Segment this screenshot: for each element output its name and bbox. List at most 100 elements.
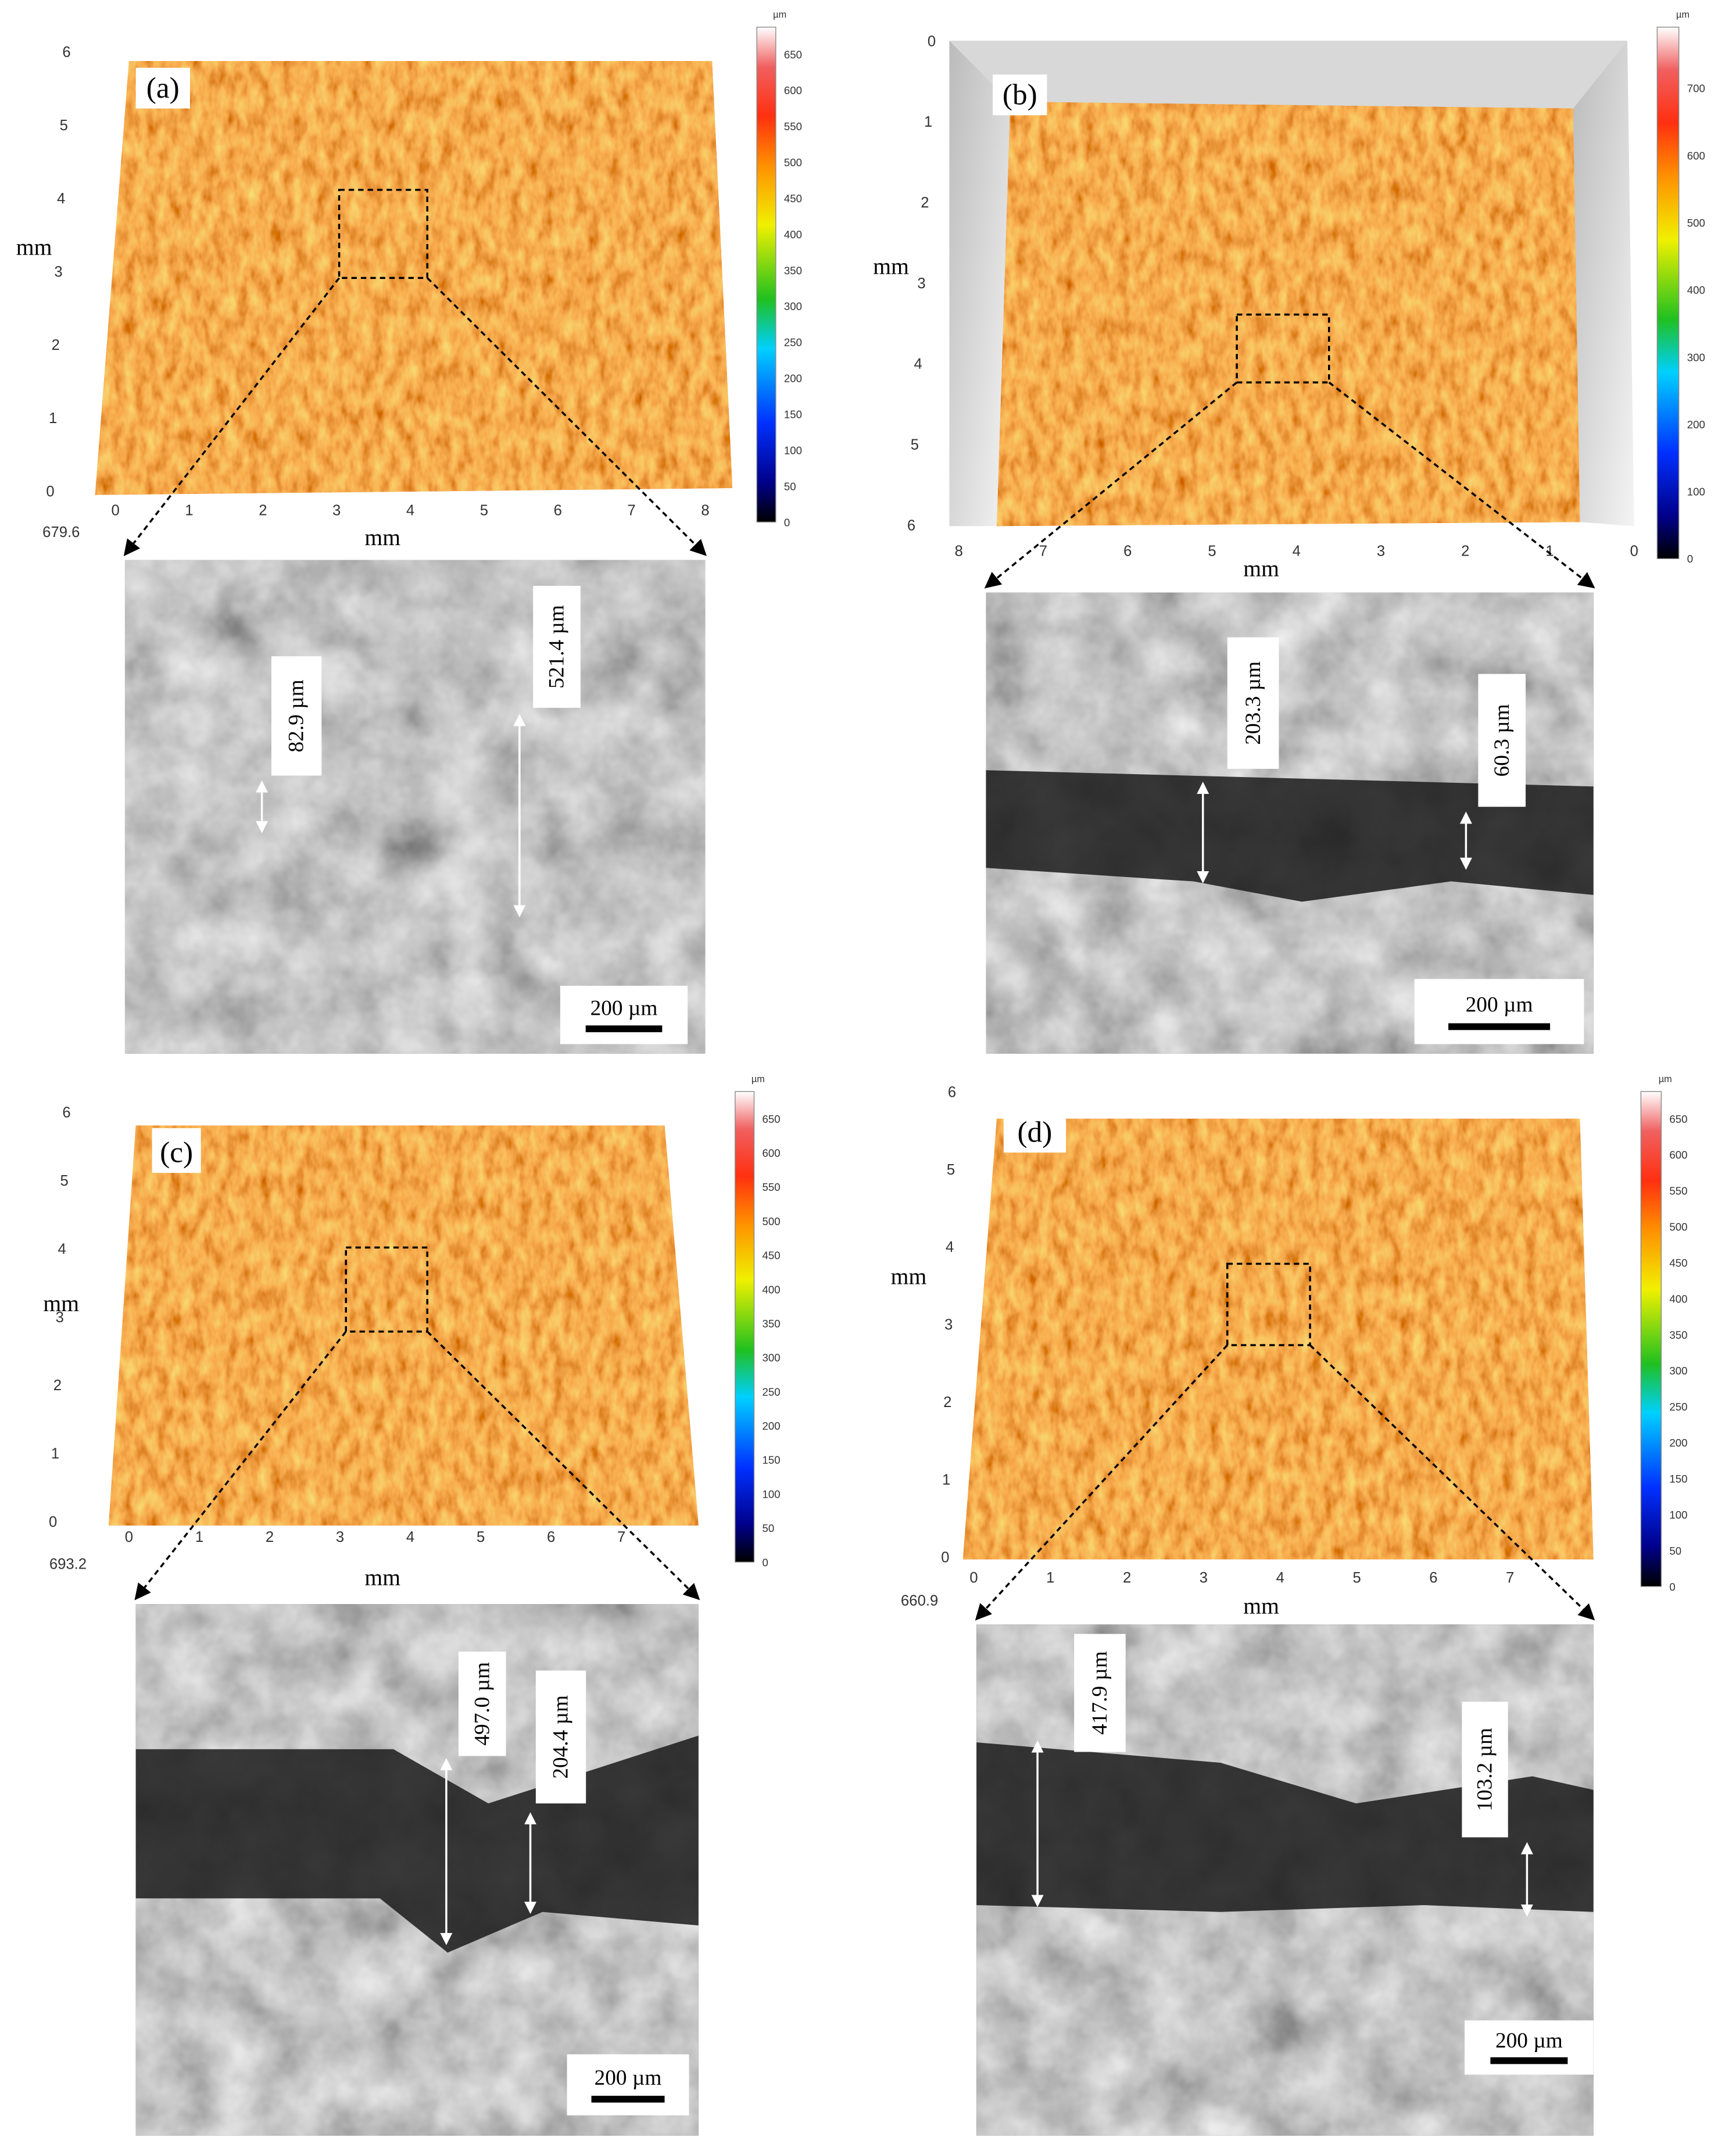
colorbar-tick-label: 600	[1687, 149, 1705, 162]
x-tick-label: 3	[336, 1529, 344, 1545]
colorbar-tick-label: 300	[763, 1352, 781, 1364]
scale-bar-box	[1414, 979, 1584, 1044]
colorbar-tick-label: 50	[784, 480, 796, 492]
y-tick-label: 4	[914, 356, 922, 373]
colorbar-tick-label: 500	[1687, 217, 1705, 229]
colorbar-tick-label: 400	[1669, 1293, 1687, 1305]
x-tick-label: 0	[125, 1529, 133, 1545]
colorbar-tick-label: 200	[784, 373, 802, 385]
scale-bar-label: 200 µm	[1466, 993, 1533, 1017]
y-tick-label: 3	[56, 1309, 64, 1326]
colorbar-tick-label: 250	[763, 1386, 781, 1398]
y-tick-label: 1	[924, 114, 932, 130]
y-tick-label: 5	[60, 1173, 68, 1189]
colorbar-tick-label: 200	[1669, 1437, 1687, 1449]
sem-image	[124, 560, 706, 1054]
y-tick-label: 4	[58, 1241, 66, 1257]
profile-surface	[108, 1125, 699, 1526]
sem-dark-region	[976, 1742, 1594, 1912]
y-tick-label: 4	[57, 191, 65, 207]
colorbar-tick-label: 400	[1687, 284, 1705, 296]
y-tick-label: 1	[49, 410, 57, 427]
x-tick-label: 0	[1630, 543, 1638, 560]
colorbar-tick-label: 100	[763, 1488, 781, 1500]
colorbar-tick-label: 600	[784, 84, 802, 96]
zoom-arrow	[427, 1330, 700, 1601]
colorbar-tick-label: 150	[763, 1454, 781, 1466]
colorbar-tick-label: 350	[1669, 1329, 1687, 1341]
corner-value: 679.6	[42, 524, 80, 540]
measure-box	[1478, 674, 1526, 807]
panel: 0 1 2 3 4 5 6 8 7 6 5 4 3 2 1 0 mm mm µm 0 100 200 300 400 500 60…	[873, 9, 1705, 1054]
profile-wall	[1573, 40, 1634, 527]
colorbar-tick-label: 300	[1687, 351, 1705, 363]
colorbar-tick-label: 700	[1687, 83, 1705, 95]
x-tick-label: 0	[969, 1570, 978, 1586]
zoom-box	[338, 188, 428, 280]
measure-label: 203.3 µm	[1241, 661, 1265, 745]
scale-bar-label: 200 µm	[595, 2066, 662, 2090]
colorbar-tick-label: 500	[784, 156, 802, 169]
scale-bar-label: 200 µm	[1495, 2029, 1563, 2053]
y-tick-label: 2	[943, 1394, 951, 1411]
profile-wall	[949, 40, 1628, 109]
colorbar-tick-label: 0	[1687, 553, 1693, 565]
x-tick-label: 7	[617, 1529, 625, 1545]
x-tick-label: 7	[1039, 543, 1047, 560]
x-tick-label: 2	[1123, 1570, 1131, 1586]
x-tick-label: 5	[1352, 1570, 1361, 1586]
x-axis-label: mm	[1243, 556, 1279, 582]
colorbar-unit: µm	[1659, 1074, 1672, 1084]
colorbar-tick-label: 400	[784, 228, 802, 241]
measure-box	[535, 1670, 586, 1804]
colorbar-tick-label: 50	[1669, 1545, 1681, 1557]
panel-label: (d)	[1018, 1115, 1053, 1148]
zoom-arrow	[427, 277, 707, 556]
colorbar-tick-label: 650	[763, 1113, 781, 1125]
colorbar-tick-label: 100	[1669, 1509, 1687, 1521]
colorbar-tick-label: 550	[763, 1181, 781, 1193]
y-tick-label: 2	[52, 337, 60, 353]
y-tick-label: 3	[54, 264, 62, 280]
y-tick-label: 5	[947, 1162, 955, 1178]
measure-box	[458, 1651, 506, 1756]
measure-box	[271, 656, 322, 776]
colorbar-tick-label: 200	[763, 1420, 781, 1432]
y-axis-label: mm	[873, 253, 909, 279]
colorbar-tick-label: 450	[1669, 1257, 1687, 1269]
zoom-arrow	[975, 1344, 1229, 1621]
scale-bar	[1490, 2057, 1568, 2064]
colorbar-unit: µm	[751, 1074, 765, 1084]
x-tick-label: 8	[955, 543, 963, 560]
measure-label: 60.3 µm	[1490, 704, 1514, 776]
x-tick-label: 5	[480, 503, 488, 519]
colorbar-tick-label: 650	[1669, 1113, 1687, 1125]
sem-dark-region	[986, 770, 1594, 902]
scale-bar	[591, 2096, 665, 2103]
scale-bar-box	[1465, 2020, 1594, 2075]
y-tick-label: 6	[62, 44, 70, 60]
panel-label: (c)	[160, 1136, 193, 1169]
colorbar-tick-label: 550	[784, 120, 802, 133]
x-tick-label: 7	[1506, 1570, 1514, 1586]
x-axis-label: mm	[1243, 1593, 1279, 1619]
y-axis-label: mm	[891, 1263, 927, 1289]
x-tick-label: 4	[1276, 1570, 1284, 1586]
colorbar	[1656, 26, 1680, 559]
profile-wall	[949, 40, 1011, 527]
measure-label: 417.9 µm	[1088, 1651, 1112, 1735]
panel: 0 1 2 3 4 5 6 0 1 2 3 4 5 6 7 mm mm 660.9 µm 0 50 100 150 200 25…	[891, 1074, 1688, 2136]
x-tick-label: 3	[1200, 1570, 1208, 1586]
x-tick-label: 5	[477, 1529, 485, 1545]
x-tick-label: 1	[1046, 1570, 1054, 1586]
profile-surface	[962, 1118, 1594, 1560]
colorbar-tick-label: 0	[1669, 1581, 1675, 1593]
y-tick-label: 6	[948, 1084, 956, 1100]
x-tick-label: 4	[406, 503, 414, 519]
measure-label: 204.4 µm	[549, 1695, 573, 1779]
colorbar-tick-label: 150	[784, 408, 802, 420]
colorbar	[756, 26, 776, 522]
colorbar-tick-label: 600	[1669, 1149, 1687, 1161]
panel-label-box	[152, 1128, 201, 1173]
